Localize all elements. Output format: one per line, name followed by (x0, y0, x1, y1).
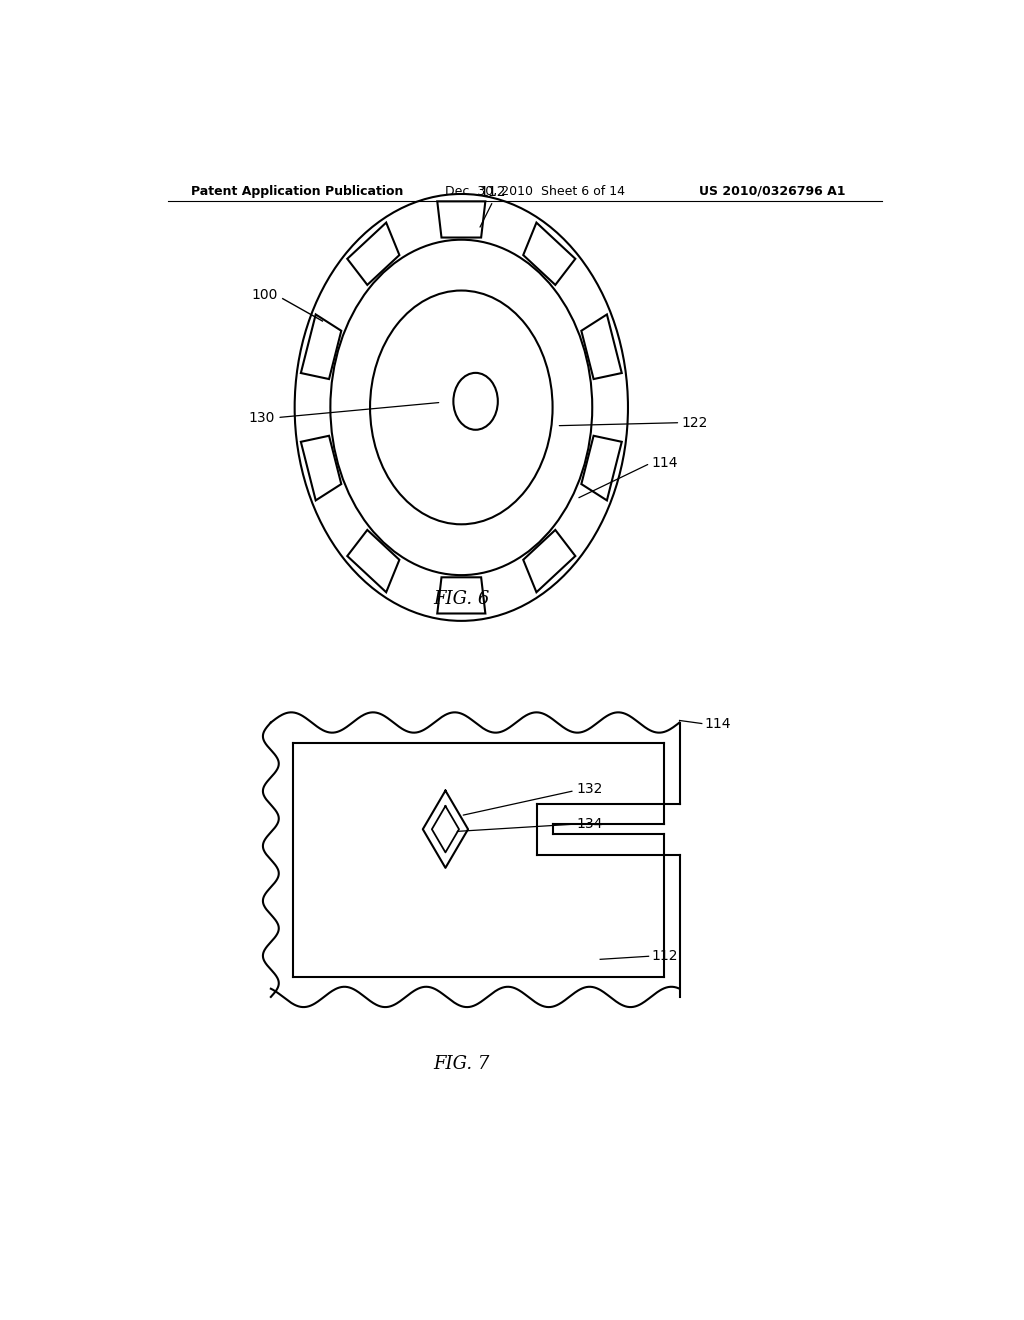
Text: FIG. 6: FIG. 6 (433, 590, 489, 609)
Text: 112: 112 (652, 949, 678, 964)
Text: US 2010/0326796 A1: US 2010/0326796 A1 (699, 185, 846, 198)
Text: 112: 112 (480, 185, 506, 199)
Text: 100: 100 (251, 289, 278, 302)
Text: 114: 114 (652, 457, 678, 470)
Text: Patent Application Publication: Patent Application Publication (191, 185, 403, 198)
Text: 132: 132 (577, 781, 603, 796)
Text: 134: 134 (577, 817, 603, 832)
Text: 114: 114 (705, 717, 731, 730)
Text: 130: 130 (249, 411, 274, 425)
Text: Dec. 30, 2010  Sheet 6 of 14: Dec. 30, 2010 Sheet 6 of 14 (445, 185, 626, 198)
Text: FIG. 7: FIG. 7 (433, 1055, 489, 1073)
Text: 122: 122 (682, 416, 709, 430)
